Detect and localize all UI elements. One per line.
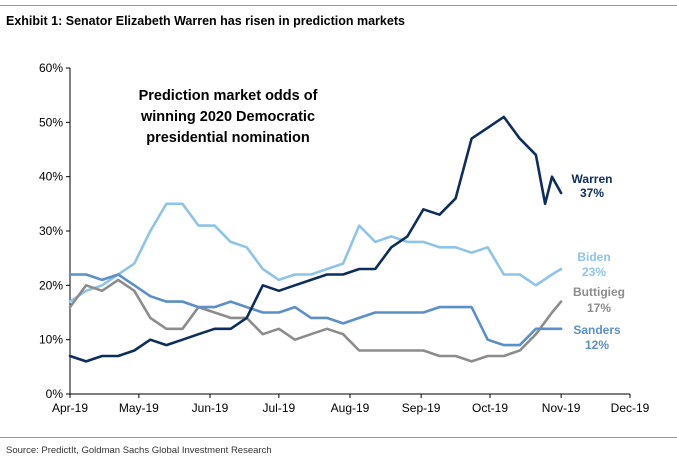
series-value-buttigieg: 17% — [587, 301, 611, 315]
y-tick-label: 60% — [39, 61, 63, 75]
chart-title-line: winning 2020 Democratic — [140, 109, 315, 125]
x-tick-label: May-19 — [119, 401, 159, 415]
series-label-biden: Biden — [577, 250, 610, 264]
bottom-rule — [0, 437, 677, 438]
exhibit-title: Exhibit 1: Senator Elizabeth Warren has … — [6, 14, 405, 28]
series-line-buttigieg — [68, 278, 563, 363]
source-note: Source: PredictIt, Goldman Sachs Global … — [6, 445, 272, 456]
x-tick-label: Jul-19 — [263, 401, 296, 415]
x-tick-label: Oct-19 — [472, 401, 508, 415]
y-tick-label: 0% — [46, 387, 64, 401]
series-value-biden: 23% — [582, 265, 606, 279]
y-tick-label: 30% — [39, 224, 63, 238]
x-tick-label: Apr-19 — [52, 401, 88, 415]
chart-title-line: presidential nomination — [146, 130, 310, 146]
series-label-buttigieg: Buttigieg — [573, 285, 625, 299]
y-tick-label: 10% — [39, 333, 63, 347]
series-value-warren: 37% — [580, 186, 604, 200]
series-line-sanders — [68, 273, 563, 347]
y-tick-label: 50% — [39, 115, 63, 129]
x-tick-label: Sep-19 — [402, 401, 441, 415]
y-tick-label: 20% — [39, 278, 63, 292]
line-chart: 0% 10% 20% 30% 40% 50% 60% Apr-19 May-19 Jun-19 Ju… — [39, 61, 650, 415]
y-tick-label: 40% — [39, 170, 63, 184]
x-tick-label: Nov-19 — [542, 401, 581, 415]
series-line-warren — [68, 115, 563, 363]
top-rule — [0, 5, 677, 6]
series-label-sanders: Sanders — [573, 323, 621, 337]
series-line-biden — [68, 202, 563, 303]
series-value-sanders: 12% — [585, 338, 609, 352]
chart-title-line: Prediction market odds of — [139, 88, 318, 104]
x-tick-label: Dec-19 — [611, 401, 650, 415]
x-tick-label: Aug-19 — [331, 401, 370, 415]
x-tick-label: Jun-19 — [192, 401, 229, 415]
series-label-warren: Warren — [572, 172, 613, 186]
